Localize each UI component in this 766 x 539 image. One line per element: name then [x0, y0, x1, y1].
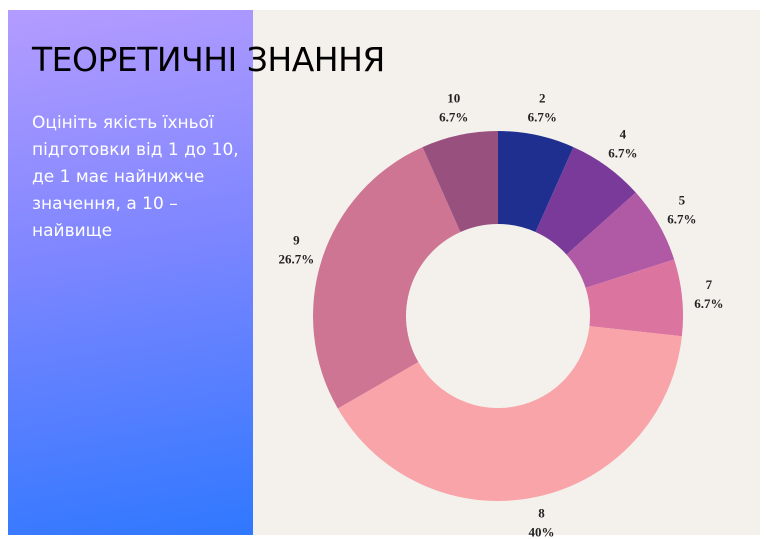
subtitle: Оцініть якість їхньої підготовки від 1 д…: [32, 113, 239, 241]
slice-value-label: 6.7%: [439, 110, 468, 125]
donut-slice: [422, 131, 498, 233]
donut-slice: [498, 131, 574, 233]
slice-value-label: 26.7%: [278, 252, 314, 267]
slice-category: 2: [539, 91, 546, 106]
slice-value-label: 6.7%: [528, 110, 557, 125]
slice-value-label: 6.7%: [694, 296, 723, 311]
slice-category: 10: [447, 91, 460, 106]
slice-category: 7: [706, 277, 713, 292]
slice-category: 8: [538, 505, 545, 520]
slice-category: 5: [679, 193, 686, 208]
side-panel: [8, 10, 253, 535]
donut-slice: [585, 259, 683, 337]
donut-slice: [566, 192, 675, 288]
donut-slice: [313, 147, 461, 409]
title: ТЕОРЕТИЧНІ ЗНАННЯ: [32, 40, 385, 79]
slice-value-label: 6.7%: [667, 212, 696, 227]
donut-slice: [337, 326, 682, 501]
slice-value-label: 6.7%: [608, 146, 637, 161]
slice-value-label: 40%: [529, 524, 555, 539]
slice-category: 9: [293, 233, 300, 248]
slice-category: 4: [620, 127, 627, 142]
donut-slice: [535, 147, 636, 255]
